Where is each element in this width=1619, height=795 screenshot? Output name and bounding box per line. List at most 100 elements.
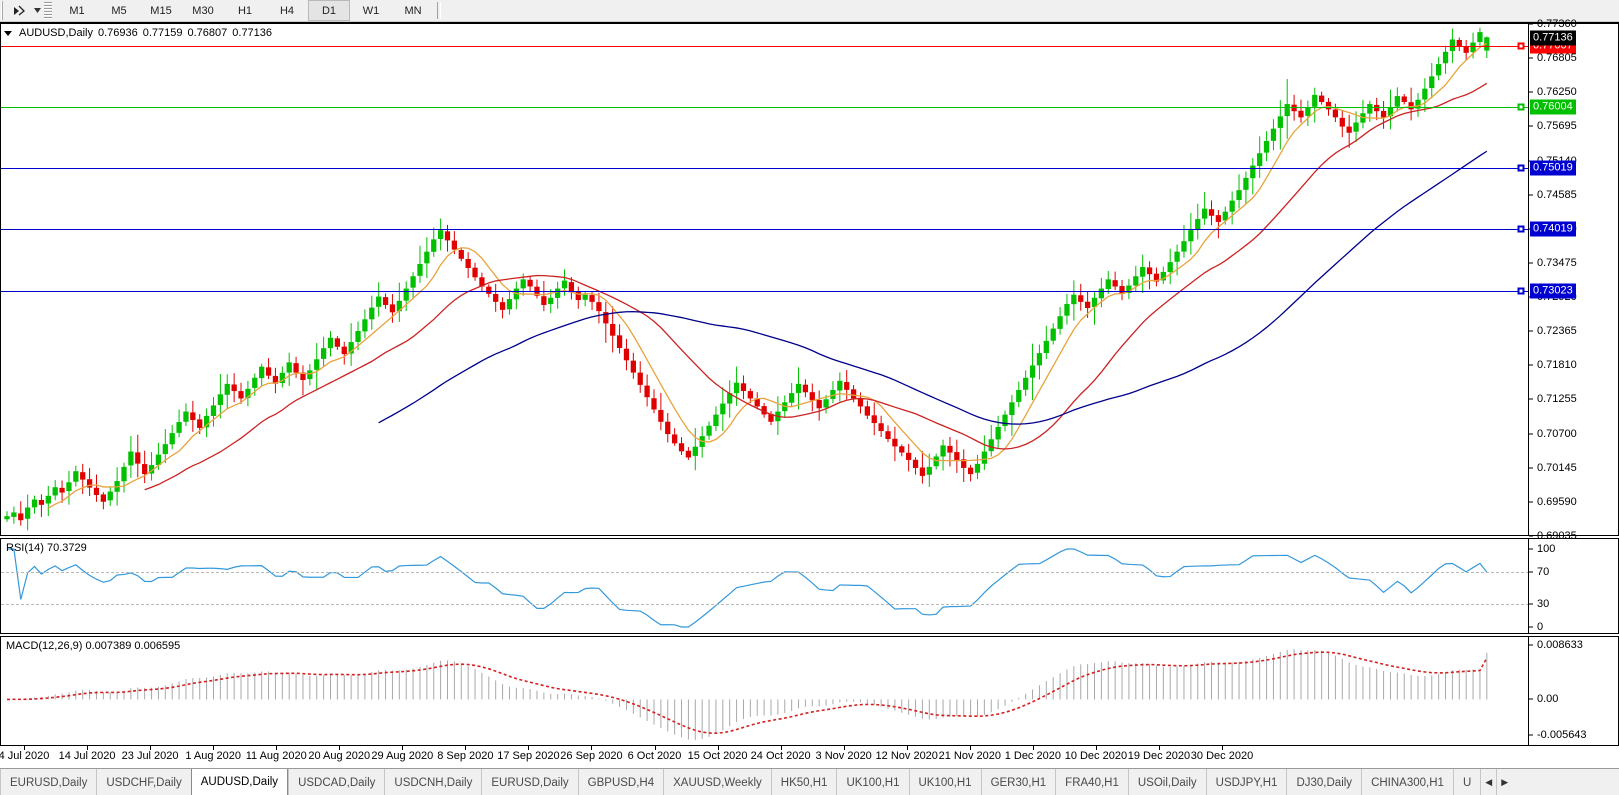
rsi-axis-tick <box>1529 571 1533 573</box>
timeframe-button-h1[interactable]: H1 <box>237 4 253 17</box>
rsi-level-30 <box>1 603 1529 605</box>
level-line-blue-3-handle[interactable] <box>1517 287 1525 295</box>
timeframe-button-m15[interactable]: M15 <box>150 4 172 17</box>
chart-tab-gbpusd-h4[interactable]: GBPUSD,H4 <box>577 769 663 795</box>
date-axis-label: 21 Nov 2020 <box>938 750 1001 762</box>
chart-tab-dj30-daily[interactable]: DJ30,Daily <box>1286 769 1361 795</box>
chart-tab-usdcnh-daily[interactable]: USDCNH,Daily <box>384 769 481 795</box>
chart-tab-ger30-h1[interactable]: GER30,H1 <box>980 769 1056 795</box>
level-line-blue-2-price-tag[interactable]: 0.74019 <box>1530 221 1576 237</box>
chart-tab-eurusd-daily[interactable]: EURUSD,Daily <box>481 769 577 795</box>
timeframe-button-w1[interactable]: W1 <box>362 4 380 17</box>
level-line-blue-1[interactable] <box>1 167 1529 169</box>
chart-tab-fra40-h1[interactable]: FRA40,H1 <box>1055 769 1128 795</box>
date-axis-tick <box>1222 746 1223 750</box>
support-line-green-handle[interactable] <box>1517 103 1525 111</box>
level-line-blue-1-handle[interactable] <box>1517 164 1525 172</box>
rsi-axis-tick <box>1529 603 1533 605</box>
quote-header: AUDUSD,Daily 0.76936 0.77159 0.76807 0.7… <box>4 27 272 39</box>
level-line-blue-2[interactable] <box>1 229 1529 231</box>
chart-tab-uk100-h1[interactable]: UK100,H1 <box>836 769 908 795</box>
price-axis-tick <box>1529 535 1533 537</box>
date-axis-tick <box>654 746 656 750</box>
macd-axis-tick <box>1529 734 1533 736</box>
resistance-line-red-handle[interactable] <box>1517 42 1525 50</box>
level-line-blue-1-price-tag[interactable]: 0.75019 <box>1530 160 1576 176</box>
date-axis-label: 17 Sep 2020 <box>497 750 560 762</box>
date-axis-label: 8 Sep 2020 <box>437 750 494 762</box>
price-axis-tick <box>1529 467 1533 469</box>
date-axis-label: 30 Dec 2020 <box>1190 750 1254 762</box>
chart-tab-usoil-daily[interactable]: USOil,Daily <box>1127 769 1206 795</box>
rsi-line <box>7 548 1488 628</box>
rsi-line-series <box>7 548 1488 628</box>
price-axis-label: 0.71255 <box>1537 393 1577 406</box>
date-axis-label: 14 Jul 2020 <box>58 750 116 762</box>
date-axis-label: 1 Aug 2020 <box>185 750 241 762</box>
date-axis-tick <box>150 746 152 750</box>
price-axis-tick <box>1529 57 1533 59</box>
toolbar-drag-handle[interactable] <box>1 1 8 20</box>
chart-tab-usdjpy-h1[interactable]: USDJPY,H1 <box>1205 769 1287 795</box>
date-axis-tick <box>213 746 215 750</box>
rsi-axis-label: 0 <box>1537 621 1544 633</box>
crosshair-cursor-icon[interactable] <box>8 1 30 20</box>
price-axis-tick <box>1529 398 1533 400</box>
chevron-left-icon[interactable]: ◀ <box>1480 769 1496 795</box>
date-axis-label: 6 Oct 2020 <box>627 750 682 762</box>
rsi-plot-area[interactable]: RSI(14) 70.3729 <box>1 539 1529 633</box>
level-line-blue-3-price-tag[interactable]: 0.73023 <box>1530 283 1576 299</box>
price-panel[interactable]: 0.773600.768050.762500.756950.751400.745… <box>0 18 1619 542</box>
chart-tab-xauusd-weekly[interactable]: XAUUSD,Weekly <box>663 769 771 795</box>
price-axis-label: 0.71810 <box>1537 359 1577 372</box>
macd-panel[interactable]: MACD(12,26,9) 0.007389 0.006595 0.008633… <box>0 636 1619 746</box>
chart-tab-hk50-h1[interactable]: HK50,H1 <box>770 769 837 795</box>
chart-tab-u[interactable]: U <box>1452 769 1480 795</box>
timeframe-button-d1[interactable]: D1 <box>308 0 350 21</box>
date-axis-label: 29 Aug 2020 <box>371 750 434 762</box>
timeframe-button-m1[interactable]: M1 <box>69 4 85 17</box>
level-line-blue-2-handle[interactable] <box>1517 225 1525 233</box>
collapse-caret-icon[interactable] <box>4 30 12 36</box>
rsi-panel[interactable]: RSI(14) 70.3729 100 70 30 0 <box>0 538 1619 634</box>
chart-tab-uk100-h1[interactable]: UK100,H1 <box>908 769 981 795</box>
resistance-line-red[interactable] <box>1 45 1529 47</box>
date-axis-label: 19 Dec 2020 <box>1127 750 1191 762</box>
rsi-axis-label: 30 <box>1537 597 1550 610</box>
chart-tab-usdcad-daily[interactable]: USDCAD,Daily <box>288 769 384 795</box>
price-axis-tick <box>1529 194 1533 196</box>
rsi-y-axis[interactable]: 100 70 30 0 <box>1528 539 1618 633</box>
date-axis-label: 11 Aug 2020 <box>245 750 307 762</box>
date-axis-tick <box>591 746 593 750</box>
date-axis-label: 1 Dec 2020 <box>1004 750 1061 762</box>
chart-tab-usdchf-daily[interactable]: USDCHF,Daily <box>96 769 190 795</box>
toolbar-grip[interactable] <box>44 2 52 19</box>
price-axis-tick <box>1529 364 1533 366</box>
price-plot-area[interactable] <box>1 24 1529 535</box>
timeframe-button-mn[interactable]: MN <box>404 4 422 17</box>
price-axis-label: 0.77360 <box>1537 18 1577 30</box>
chevron-down-icon[interactable] <box>30 1 44 20</box>
macd-signal-line <box>6 651 1488 734</box>
chevron-right-icon[interactable]: ▶ <box>1496 769 1512 795</box>
timeframe-button-m30[interactable]: M30 <box>192 4 214 17</box>
price-axis-tick <box>1529 330 1533 332</box>
chart-tab-audusd-daily[interactable]: AUDUSD,Daily <box>190 769 289 795</box>
timeframe-button-h4[interactable]: H4 <box>279 4 295 17</box>
chart-tab-china300-h1[interactable]: CHINA300,H1 <box>1361 769 1453 795</box>
price-y-axis[interactable]: 0.773600.768050.762500.756950.751400.745… <box>1528 18 1618 542</box>
support-line-green-price-tag[interactable]: 0.76004 <box>1530 99 1576 115</box>
date-axis-tick <box>528 746 530 750</box>
macd-y-axis[interactable]: 0.008633 0.00 -0.005643 <box>1528 637 1618 745</box>
date-axis-label: 15 Oct 2020 <box>687 750 748 762</box>
chart-tab-eurusd-daily[interactable]: EURUSD,Daily <box>0 769 96 795</box>
date-axis-label: 4 Jul 2020 <box>0 750 50 762</box>
date-x-axis[interactable]: 4 Jul 2020 14 Jul 2020 23 Jul 2020 1 Aug 20… <box>0 746 1619 768</box>
timeframe-button-group: M1 M5 M15 M30 H1 H4 D1 W1 MN <box>56 0 434 21</box>
level-line-blue-3[interactable] <box>1 290 1529 292</box>
macd-plot-area[interactable]: MACD(12,26,9) 0.007389 0.006595 <box>1 637 1529 745</box>
timeframe-button-m5[interactable]: M5 <box>111 4 127 17</box>
macd-panel-label: MACD(12,26,9) 0.007389 0.006595 <box>6 640 181 652</box>
date-axis-label: 23 Jul 2020 <box>121 750 179 762</box>
support-line-green[interactable] <box>1 107 1529 109</box>
